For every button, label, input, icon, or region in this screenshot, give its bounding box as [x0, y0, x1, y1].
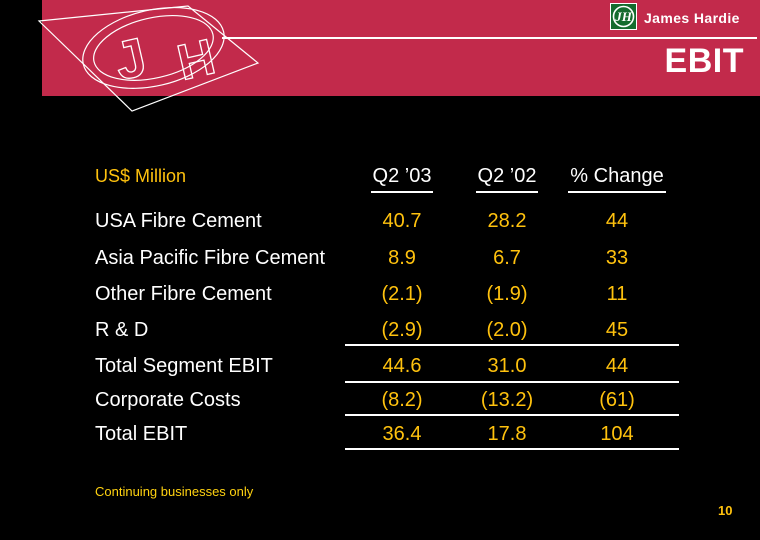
row-value-q2-03: 44.6	[382, 355, 422, 377]
row-value-q2-02: (2.0)	[486, 319, 528, 341]
row-label: USA Fibre Cement	[95, 210, 262, 232]
row-value-q2-02: 6.7	[493, 247, 521, 269]
row-value-change: 44	[605, 210, 629, 232]
row-value-q2-02: (1.9)	[486, 283, 528, 305]
table-row: Other Fibre Cement (2.1) (1.9) 11	[0, 282, 760, 308]
brand-name: James Hardie	[644, 10, 740, 26]
table-row: Asia Pacific Fibre Cement 8.9 6.7 33	[0, 246, 760, 272]
row-label: Other Fibre Cement	[95, 283, 272, 305]
row-value-q2-03: 36.4	[382, 423, 422, 445]
row-label: Corporate Costs	[95, 389, 241, 411]
row-value-change: 45	[605, 319, 629, 341]
svg-text:J: J	[109, 27, 152, 92]
column-header-q2-02: Q2 ’02	[452, 164, 562, 193]
row-value-q2-03: 8.9	[388, 247, 416, 269]
table-header-row: US$ Million Q2 ’03 Q2 ’02 % Change	[0, 164, 760, 193]
table-row-total-ebit: Total EBIT 36.4 17.8 104	[0, 422, 760, 448]
page-number: 10	[718, 503, 733, 518]
row-value-q2-03: (2.9)	[381, 319, 423, 341]
table-row: USA Fibre Cement 40.7 28.2 44	[0, 209, 760, 235]
row-value-q2-03: 40.7	[382, 210, 422, 232]
row-value-change: 104	[600, 423, 634, 445]
row-label: Total Segment EBIT	[95, 355, 273, 377]
table-row-total-segment: Total Segment EBIT 44.6 31.0 44	[0, 354, 760, 380]
jh-diamond-logo-icon: J H	[37, 5, 260, 112]
row-value-q2-03: (8.2)	[381, 389, 423, 411]
row-label: Total EBIT	[95, 423, 188, 445]
table-rule	[345, 448, 679, 450]
banner-separator-line	[222, 37, 757, 39]
row-value-change: (61)	[599, 389, 635, 411]
column-header-q2-03: Q2 ’03	[347, 164, 457, 193]
row-value-change: 33	[605, 247, 629, 269]
table-row: Corporate Costs (8.2) (13.2) (61)	[0, 388, 760, 414]
row-value-q2-02: 31.0	[487, 355, 527, 377]
svg-text:JH: JH	[614, 9, 633, 24]
row-value-q2-02: 17.8	[487, 423, 527, 445]
jh-roundel-icon: JH	[610, 3, 637, 30]
page-title: EBIT	[664, 42, 744, 80]
unit-label: US$ Million	[95, 166, 187, 186]
row-value-q2-02: 28.2	[487, 210, 527, 232]
table-rule	[345, 344, 679, 346]
footnote: Continuing businesses only	[95, 484, 254, 499]
row-value-q2-02: (13.2)	[480, 389, 534, 411]
table-row: R & D (2.9) (2.0) 45	[0, 318, 760, 344]
column-header-change: % Change	[562, 164, 672, 193]
row-value-change: 11	[606, 283, 628, 305]
row-value-change: 44	[605, 355, 629, 377]
row-label: R & D	[95, 319, 149, 341]
row-label: Asia Pacific Fibre Cement	[95, 247, 326, 269]
table-rule	[345, 381, 679, 383]
row-value-q2-03: (2.1)	[381, 283, 423, 305]
table-rule	[345, 414, 679, 416]
